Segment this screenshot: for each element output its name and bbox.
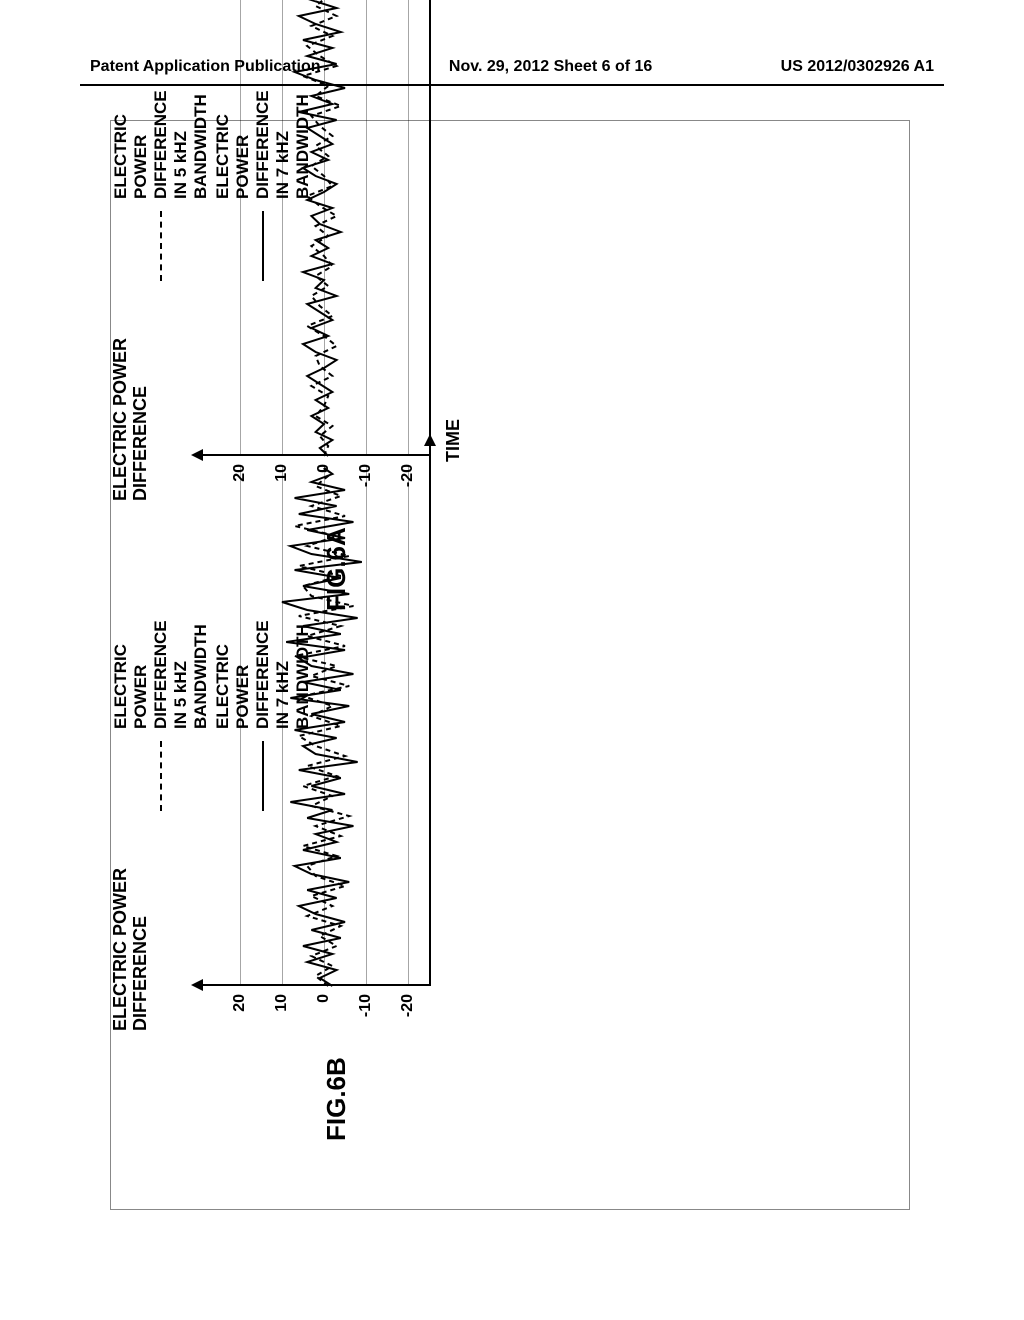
x-axis-arrow-icon [424, 434, 436, 446]
legend-row-0: ELECTRIC POWER DIFFERENCE IN 5 kHZ BANDW… [111, 90, 211, 281]
series-solid [282, 468, 362, 986]
legend-swatch-dashed-icon [160, 741, 162, 811]
figure-6b-content: ELECTRIC POWER DIFFERENCE ELECTRIC POWER… [111, 681, 911, 1181]
plot-area-6a: -20-1001020TIME [219, 0, 429, 456]
ytick-label: -10 [357, 994, 375, 1034]
series-solid [295, 0, 345, 456]
x-axis [429, 444, 431, 986]
legend-swatch-dashed-icon [160, 211, 162, 281]
legend-text-b0: ELECTRIC POWER DIFFERENCE IN 5 kHZ BANDW… [111, 620, 211, 729]
plot-area-6b: -20-1001020TIME [219, 466, 429, 986]
page-header: Patent Application Publication Nov. 29, … [0, 58, 1024, 76]
legend-row-b0: ELECTRIC POWER DIFFERENCE IN 5 kHZ BANDW… [111, 620, 211, 811]
ylabel-6a-text: ELECTRIC POWER DIFFERENCE [111, 338, 151, 501]
x-axis [429, 0, 431, 456]
xlabel: TIME [443, 419, 464, 462]
y-axis-arrow-icon [191, 449, 203, 461]
legend-text-0: ELECTRIC POWER DIFFERENCE IN 5 kHZ BANDW… [111, 90, 211, 199]
ylabel-6b: ELECTRIC POWER DIFFERENCE [111, 868, 151, 1031]
y-axis-arrow-icon [191, 979, 203, 991]
ylabel-6b-text: ELECTRIC POWER DIFFERENCE [111, 868, 151, 1031]
series-svg [219, 0, 429, 456]
series-svg [219, 466, 429, 986]
ytick-label: 20 [231, 994, 249, 1034]
header-center: Nov. 29, 2012 Sheet 6 of 16 [449, 58, 652, 76]
fig-label-6b: FIG.6B [321, 1057, 352, 1141]
header-rule [80, 84, 944, 86]
page-frame: ELECTRIC POWER DIFFERENCE ELECTRIC POWER… [110, 120, 910, 1210]
ytick-label: 10 [273, 994, 291, 1034]
figure-6b-block: ELECTRIC POWER DIFFERENCE ELECTRIC POWER… [111, 681, 909, 1181]
ytick-label: 0 [315, 994, 333, 1034]
ytick-label: -20 [399, 994, 417, 1034]
header-right: US 2012/0302926 A1 [781, 58, 934, 76]
ylabel-6a: ELECTRIC POWER DIFFERENCE [111, 338, 151, 501]
